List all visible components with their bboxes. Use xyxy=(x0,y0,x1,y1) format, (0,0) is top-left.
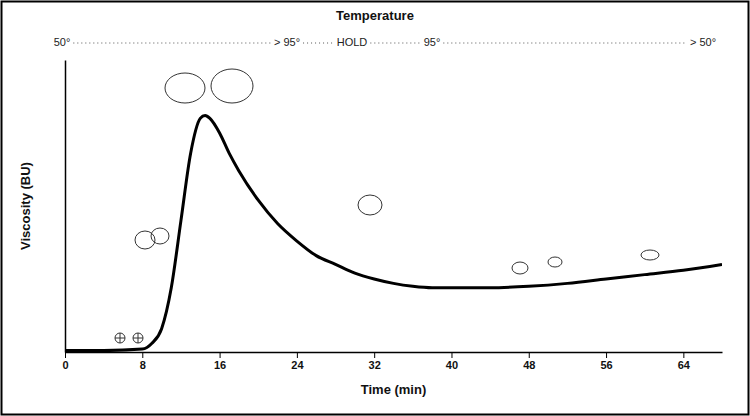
frame xyxy=(2,2,749,415)
y-axis-line xyxy=(65,61,67,353)
x-tick-label: 16 xyxy=(214,359,226,371)
x-tick-mark xyxy=(297,352,298,358)
x-axis-line xyxy=(66,352,723,354)
x-tick-label: 64 xyxy=(678,359,691,371)
y-axis-title: Viscosity (BU) xyxy=(18,162,33,250)
granule xyxy=(151,228,169,244)
temperature-profile: 50° > 95° HOLD 95° > 50° xyxy=(54,36,716,48)
annotation: 50° xyxy=(54,36,71,48)
dotted-connector xyxy=(73,43,271,44)
x-tick-label: 56 xyxy=(600,359,612,371)
annotation: HOLD xyxy=(337,36,368,48)
x-tick: 24 xyxy=(291,352,304,371)
chart: Temperature 50° > 95° HOLD 95° > 50° 0 8 16 24 32 4… xyxy=(0,0,750,416)
x-tick: 56 xyxy=(600,352,612,371)
x-tick: 0 xyxy=(62,352,68,371)
annotation: > 50° xyxy=(690,36,716,48)
x-tick-mark xyxy=(142,352,143,358)
viscosity-line xyxy=(65,115,722,350)
granule-sketches xyxy=(115,69,659,343)
x-tick: 40 xyxy=(446,352,458,371)
granule xyxy=(548,257,562,267)
y-axis xyxy=(65,61,66,353)
granule xyxy=(115,333,125,343)
granule xyxy=(512,262,528,274)
x-tick-mark xyxy=(65,352,66,358)
granule xyxy=(211,69,253,103)
granule-cross xyxy=(133,333,143,343)
x-axis: 0 8 16 24 32 40 48 56 64 xyxy=(62,352,722,371)
x-tick-label: 8 xyxy=(140,359,146,371)
x-tick-mark xyxy=(606,352,607,358)
granule xyxy=(165,73,205,103)
x-tick: 48 xyxy=(523,352,535,371)
x-tick-label: 0 xyxy=(62,359,68,371)
annotation: > 95° xyxy=(274,36,300,48)
x-tick-label: 48 xyxy=(523,359,535,371)
granule xyxy=(133,333,143,343)
dotted-connector xyxy=(303,43,334,44)
x-tick-mark xyxy=(683,352,684,358)
x-tick: 16 xyxy=(214,352,226,371)
x-tick-mark xyxy=(529,352,530,358)
x-tick-mark xyxy=(451,352,452,358)
granule xyxy=(641,250,659,260)
title: Temperature xyxy=(336,8,414,23)
granule xyxy=(358,195,382,215)
granule-cross xyxy=(115,333,125,343)
x-tick-label: 40 xyxy=(446,359,458,371)
x-tick-label: 32 xyxy=(369,359,381,371)
dotted-connector xyxy=(443,43,687,44)
plot-area xyxy=(65,115,722,350)
x-tick-mark xyxy=(220,352,221,358)
x-tick-mark xyxy=(374,352,375,358)
x-tick: 64 xyxy=(678,352,691,371)
x-tick-label: 24 xyxy=(291,359,304,371)
x-tick: 32 xyxy=(369,352,381,371)
dotted-connector xyxy=(370,43,420,44)
x-axis-title: Time (min) xyxy=(361,382,427,397)
annotation: 95° xyxy=(424,36,441,48)
x-tick: 8 xyxy=(140,352,146,371)
